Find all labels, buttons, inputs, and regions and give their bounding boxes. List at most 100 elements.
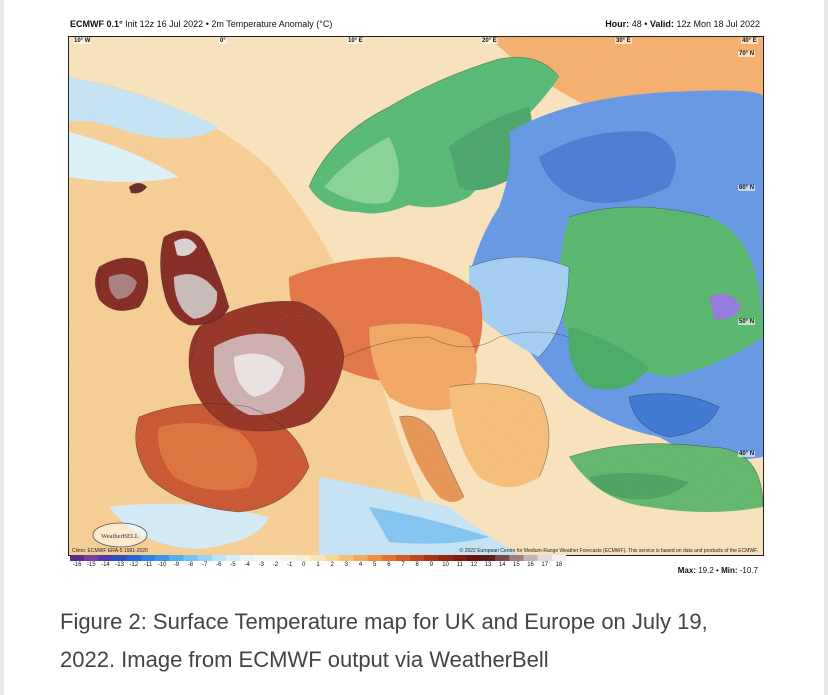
valid-label: Valid: [649,19,674,29]
legend-tick-label: -12 [129,562,139,568]
legend-tick-label: -13 [115,562,124,568]
legend-tick-label: 17 [541,562,549,568]
copyright-note: © 2022 European Centre for Medium-Range … [459,548,758,554]
legend-swatch [410,555,425,561]
lat-label-40n: 40° N [738,451,756,457]
legend-tick-label: -16 [72,562,82,568]
legend-swatch [254,555,269,561]
legend-tick-label: 0 [302,562,306,568]
legend-tick-label: 6 [387,562,391,568]
legend-tick-label: 10 [442,562,449,568]
hour-label: Hour: [605,19,630,29]
legend-swatch [155,555,170,561]
attribution-row: Climo: ECMWF ERA-5 1991-2020 © 2022 Euro… [68,546,762,556]
legend-tick-label: 18 [555,562,563,568]
color-legend: -16 -15 -14 -13 -12 -11 -10 -9 -8 -7 -6 -5 -4 -3 -2 -1 0… [70,555,566,579]
figure-caption: Figure 2: Surface Temperature map for UK… [60,609,708,672]
min-label: Min: [721,566,738,575]
legend-swatch [70,555,85,561]
legend-swatch [296,555,312,561]
legend-tick-label: -10 [157,562,167,568]
lon-label-30e: 30° E [615,38,632,44]
legend-tick-label: 13 [484,562,492,568]
legend-tick-label: 7 [401,562,405,568]
lat-label-50n: 50° N [738,319,756,325]
legend-swatch [452,555,468,561]
legend-swatch [367,555,383,561]
legend-swatch [381,555,397,561]
legend-tick-label: -8 [187,562,194,568]
legend-tick-label: 14 [498,562,506,568]
page-left-border [0,0,4,695]
legend-ticks: -16 -15 -14 -13 -12 -11 -10 -9 -8 -7 -6 -5 -4 -3 -2 -1 0… [70,562,566,572]
legend-tick-label: -9 [173,562,179,568]
max-min-readout: Max: 19.2 • Min: -10.7 [678,566,758,575]
legend-tick-label: -1 [286,562,293,568]
map-texture [69,37,763,555]
legend-swatch [98,555,114,561]
hour-value: 48 [631,19,642,29]
legend-swatch [395,555,411,561]
field-name: 2m Temperature Anomaly (°C) [211,19,333,29]
legend-tick-label: 4 [358,562,363,568]
legend-tick-label: 16 [527,562,534,568]
legend-swatch [197,555,213,561]
legend-swatch [140,555,156,561]
legend-swatch [438,555,454,561]
header-separator: • [205,19,209,29]
legend-tick-label: 9 [429,562,434,568]
valid-value: 12z Mon 18 Jul 2022 [676,19,760,29]
legend-swatch [268,555,284,561]
climo-note: Climo: ECMWF ERA-5 1991-2020 [72,548,148,554]
legend-tick-label: -5 [230,562,236,568]
legend-swatch [551,555,566,561]
lon-label-40e: 40° E [741,38,758,44]
lat-label-70n: 70° N [738,51,756,57]
legend-color-bar [70,555,566,561]
lon-label-20e: 20° E [481,38,498,44]
max-value: 19.2 [698,566,714,575]
legend-tick-label: 8 [415,562,419,568]
legend-tick-label: 5 [373,562,377,568]
legend-swatch [353,555,369,561]
legend-swatch [310,555,326,561]
page-right-border [824,0,828,695]
legend-swatch [509,555,524,561]
weatherbell-logo: WeatherBELL [92,522,148,548]
legend-swatch [84,555,99,561]
map-header-right: Hour: 48 • Valid: 12z Mon 18 Jul 2022 [605,14,760,34]
legend-swatch [495,555,510,561]
legend-tick-label: -3 [258,562,264,568]
legend-swatch [240,555,255,561]
legend-tick-label: -11 [143,562,153,568]
lat-label-60n: 60° N [738,185,756,191]
country-borders [98,56,763,513]
max-label: Max: [677,566,696,575]
legend-tick-label: -15 [86,562,96,568]
legend-swatch [466,555,482,561]
legend-swatch [126,555,142,561]
header-separator-2: • [644,19,648,29]
legend-tick-label: -4 [244,562,250,568]
legend-swatch [183,555,199,561]
lon-label-10e: 10° E [347,38,364,44]
legend-swatch [112,555,128,561]
map-header-left: ECMWF 0.1° Init 12z 16 Jul 2022 • 2m Tem… [70,14,332,34]
legend-tick-label: -7 [201,562,208,568]
legend-swatch [523,555,539,561]
lon-label-0: 0° [219,38,227,44]
legend-tick-label: 3 [344,562,348,568]
lon-label-10w: 10° W [73,38,92,44]
legend-tick-label: -6 [216,562,222,568]
legend-tick-label: 12 [470,562,478,568]
legend-swatch [537,555,553,561]
min-value: -10.7 [739,566,758,575]
map-graphic [69,37,763,555]
legend-tick-label: -14 [101,562,110,568]
legend-swatch [225,555,241,561]
legend-swatch [211,555,227,561]
weather-map-figure: ECMWF 0.1° Init 12z 16 Jul 2022 • 2m Tem… [60,14,770,584]
legend-swatch [282,555,298,561]
legend-swatch [169,555,184,561]
legend-swatch [339,555,354,561]
